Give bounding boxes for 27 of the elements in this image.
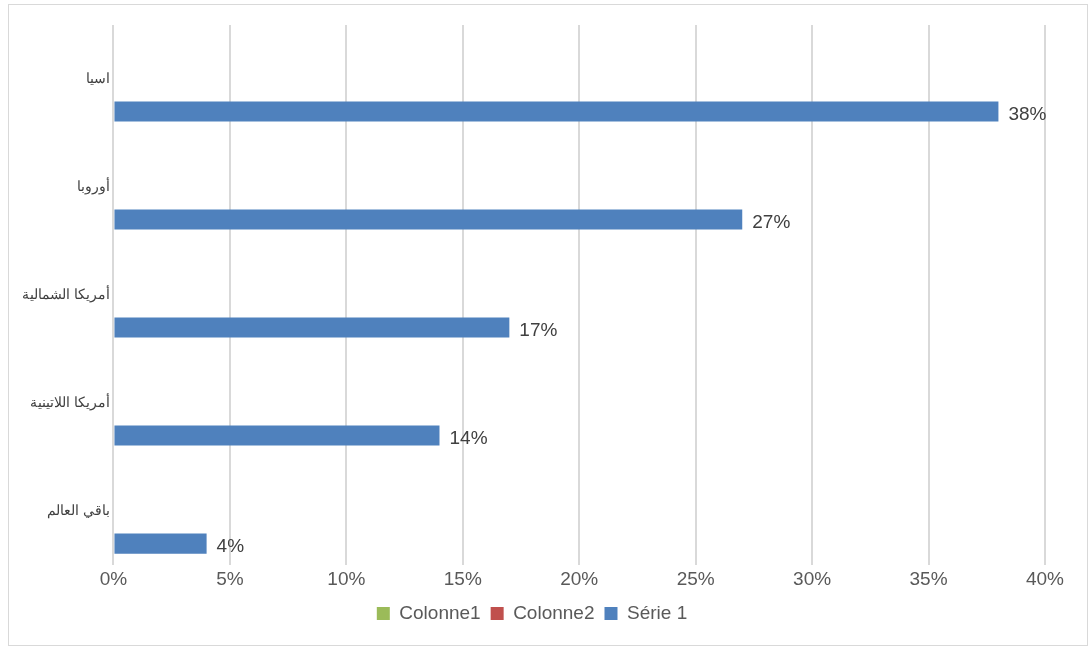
- bar: [114, 317, 510, 338]
- data-label: 17%: [519, 318, 558, 340]
- y-tick-label: أمريكا اللاتينية: [30, 391, 111, 411]
- x-tick-label: 35%: [909, 567, 948, 589]
- data-label: 27%: [752, 210, 791, 232]
- bar: [114, 209, 743, 230]
- data-label: 38%: [1008, 102, 1047, 124]
- legend-label: Colonne1: [399, 601, 481, 623]
- x-tick-label: 0%: [99, 567, 128, 589]
- x-tick-label: 30%: [793, 567, 832, 589]
- bar: [114, 533, 207, 554]
- x-tick-label: 5%: [216, 567, 244, 589]
- y-tick-label: أمريكا الشمالية: [22, 283, 111, 303]
- legend-label: Colonne2: [513, 601, 595, 623]
- bar: [114, 425, 440, 446]
- bar: [114, 101, 999, 122]
- x-tick-label: 15%: [443, 567, 482, 589]
- y-tick-label: باقي العالم: [47, 501, 111, 519]
- data-label: 4%: [216, 534, 245, 556]
- y-tick-label: أوروبا: [77, 175, 111, 195]
- y-tick-label: اسيا: [86, 69, 111, 86]
- x-tick-label: 10%: [327, 567, 366, 589]
- x-tick-label: 40%: [1025, 567, 1065, 589]
- legend-label: Série 1: [626, 601, 688, 623]
- x-tick-label: 20%: [560, 567, 599, 589]
- data-label: 14%: [449, 426, 488, 448]
- x-tick-label: 25%: [676, 567, 715, 589]
